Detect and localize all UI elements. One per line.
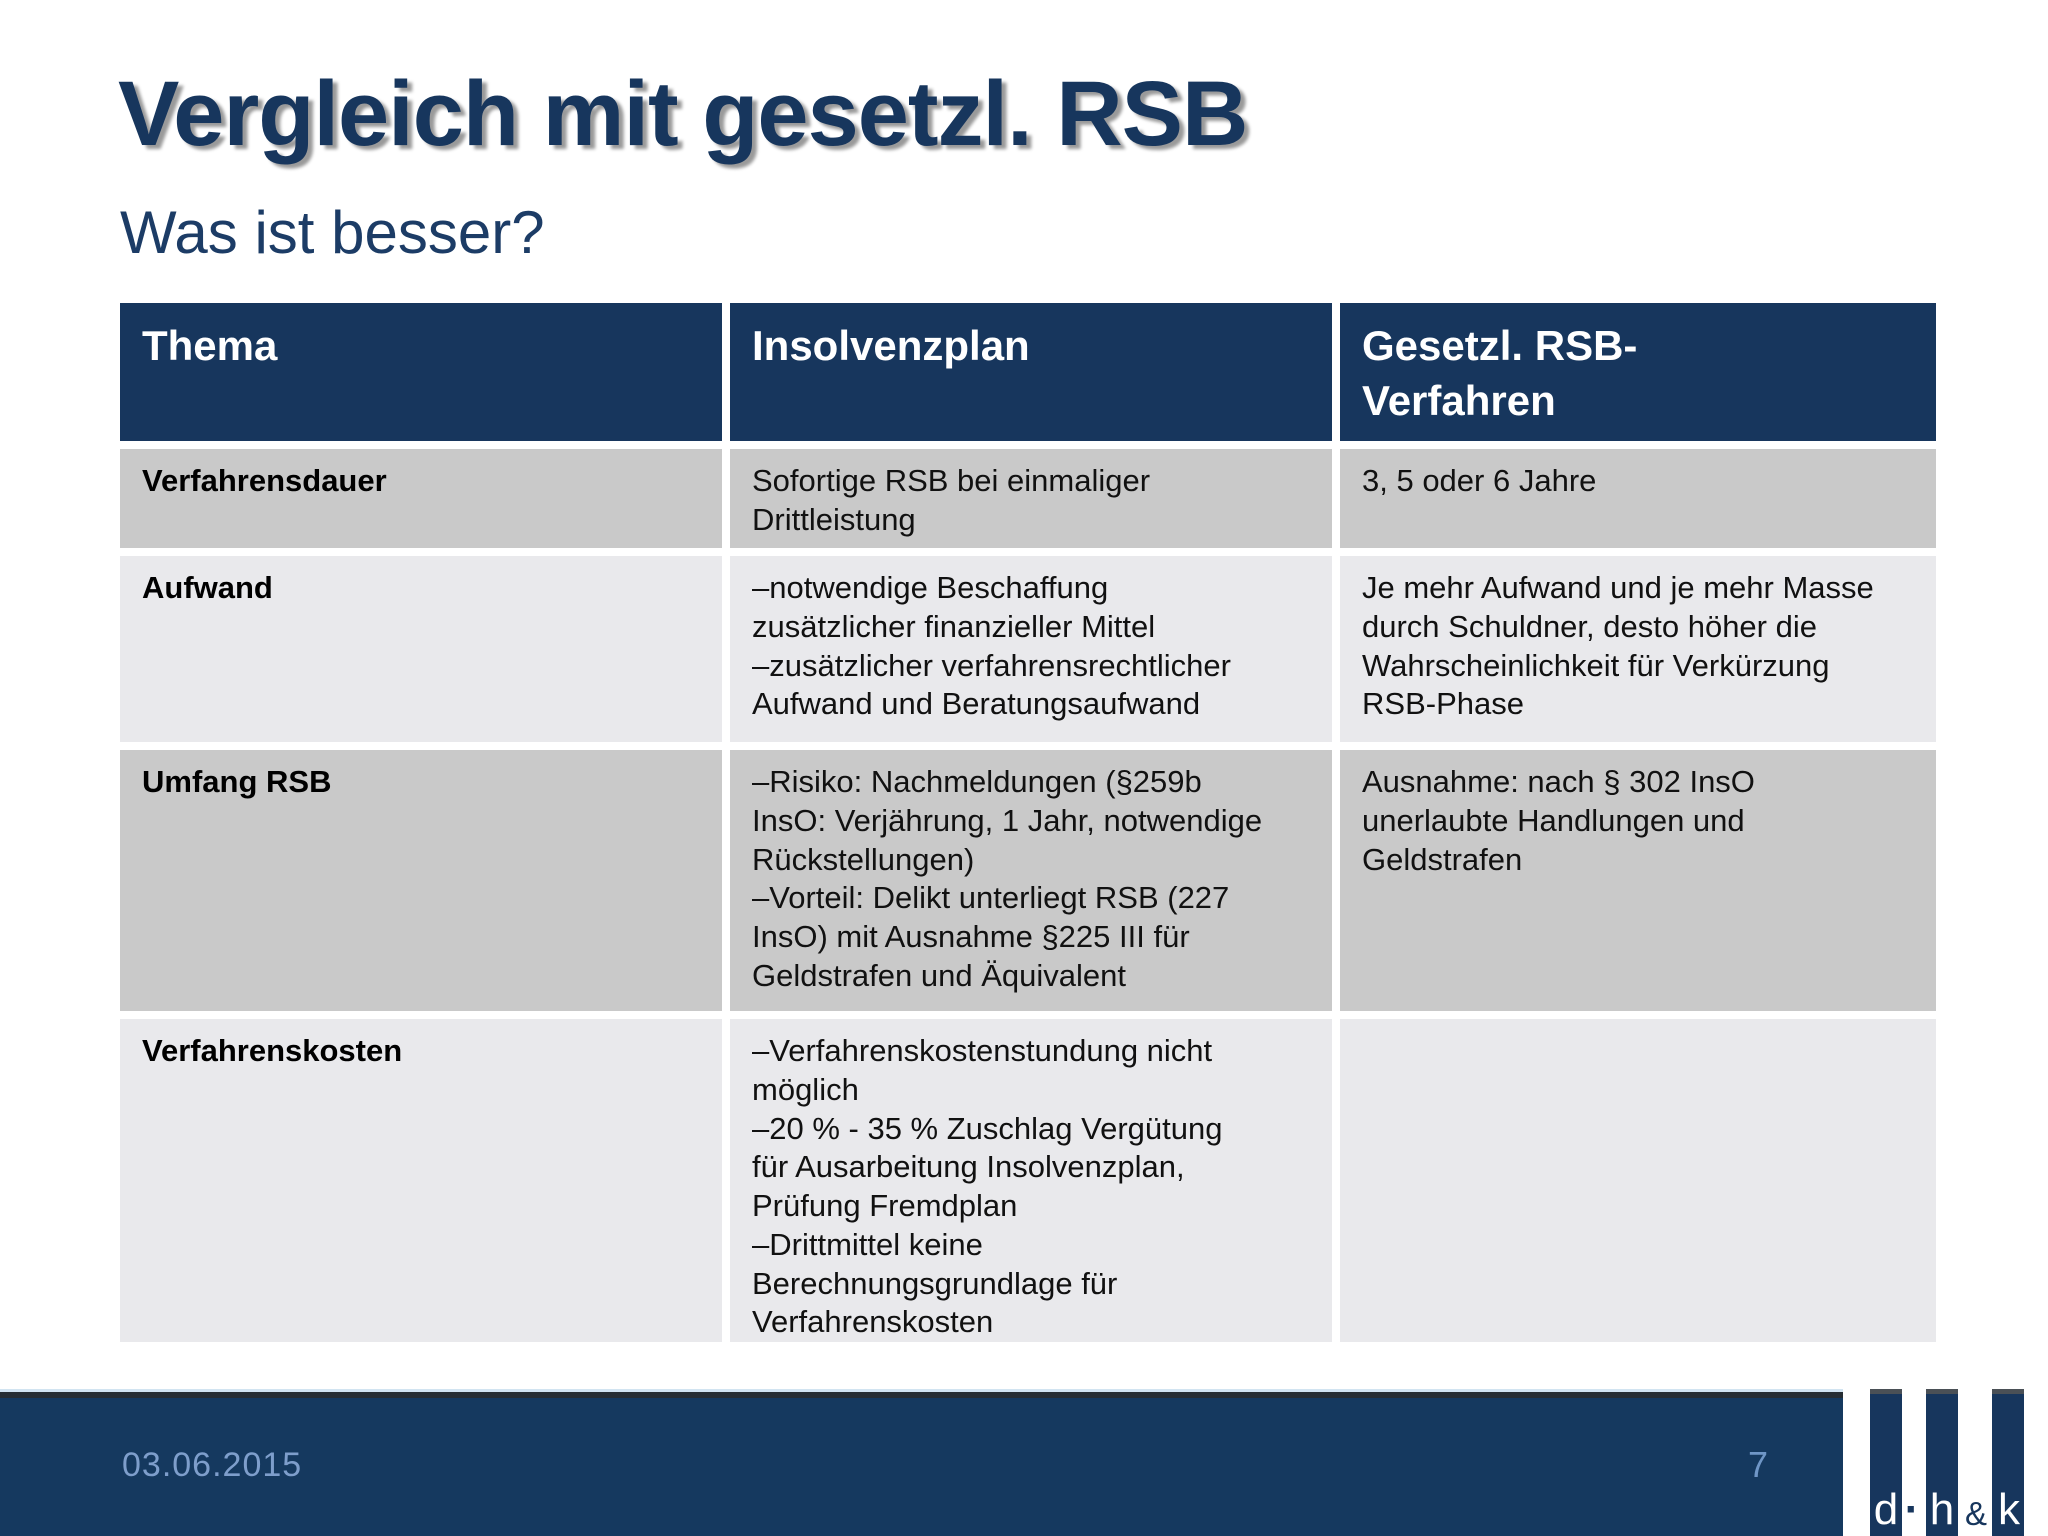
table-cell-verfahrenskosten-insolvenzplan: –Verfahrenskostenstundung nicht möglich … (730, 1019, 1332, 1342)
table-cell-verfahrenskosten-gesetzl-rsb-empty (1340, 1019, 1936, 1342)
cell-paragraph: –20 % - 35 % Zuschlag Vergütung für Ausa… (752, 1110, 1223, 1224)
table-cell-umfang-rsb-insolvenzplan: –Risiko: Nachmeldungen (§259b InsO: Verj… (730, 750, 1332, 1011)
slide-title: Vergleich mit gesetzl. RSB (118, 63, 1248, 165)
table-cell-aufwand-insolvenzplan: –notwendige Beschaffung zusätzlicher fin… (730, 556, 1332, 742)
logo-bar-3 (1992, 1389, 2024, 1536)
cell-paragraph: –Vorteil: Delikt unterliegt RSB (227 Ins… (752, 880, 1230, 993)
logo-letter-dot: · (1904, 1485, 1920, 1534)
table-header-insolvenzplan: Insolvenzplan (730, 303, 1332, 441)
comparison-table: Thema Insolvenzplan Gesetzl. RSB- Verfah… (120, 303, 1936, 1342)
cell-paragraph: –notwendige Beschaffung zusätzlicher fin… (752, 570, 1156, 644)
cell-paragraph: –Drittmittel keine Berechnungsgrundlage … (752, 1226, 1118, 1340)
footer-bar (0, 1392, 1843, 1536)
logo-letter-k: k (1998, 1485, 2020, 1534)
table-row-label-aufwand: Aufwand (120, 556, 722, 742)
footer-date: 03.06.2015 (122, 1446, 303, 1484)
logo-letter-h: h (1929, 1485, 1955, 1534)
cell-paragraph: Ausnahme: nach § 302 InsO unerlaubte Han… (1362, 764, 1755, 877)
table-cell-verfahrensdauer-insolvenzplan: Sofortige RSB bei einmaliger Drittleistu… (730, 449, 1332, 548)
logo-letter-d: d (1873, 1485, 1899, 1534)
table-row-label-umfang-rsb: Umfang RSB (120, 750, 722, 1011)
footer-top-light-line (0, 1389, 1843, 1392)
cell-paragraph: Sofortige RSB bei einmaliger Drittleistu… (752, 463, 1151, 537)
table-row-label-verfahrenskosten: Verfahrenskosten (120, 1019, 722, 1342)
table-cell-aufwand-gesetzl-rsb: Je mehr Aufwand und je mehr Masse durch … (1340, 556, 1936, 742)
table-header-gesetzl-rsb-verfahren: Gesetzl. RSB- Verfahren (1340, 303, 1936, 441)
footer-page-number: 7 (1748, 1444, 1769, 1485)
table-row-label-verfahrensdauer: Verfahrensdauer (120, 449, 722, 548)
cell-paragraph: –Verfahrenskostenstundung nicht möglich (752, 1033, 1213, 1107)
dhk-logo: d · h & k (1843, 1389, 2048, 1536)
logo-bar-2 (1926, 1389, 1958, 1536)
cell-paragraph: 3, 5 oder 6 Jahre (1362, 463, 1597, 498)
table-header-thema: Thema (120, 303, 722, 441)
cell-paragraph: –zusätzlicher verfahrensrechtlicher Aufw… (752, 647, 1231, 722)
logo-bar-1 (1870, 1389, 1902, 1536)
logo-letter-ampersand: & (1964, 1495, 1988, 1532)
cell-paragraph: –Risiko: Nachmeldungen (§259b InsO: Verj… (752, 764, 1263, 877)
table-cell-umfang-rsb-gesetzl-rsb: Ausnahme: nach § 302 InsO unerlaubte Han… (1340, 750, 1936, 1011)
slide-subtitle: Was ist besser? (120, 199, 545, 266)
table-cell-verfahrensdauer-gesetzl-rsb: 3, 5 oder 6 Jahre (1340, 449, 1936, 548)
cell-paragraph: Je mehr Aufwand und je mehr Masse durch … (1362, 570, 1874, 722)
